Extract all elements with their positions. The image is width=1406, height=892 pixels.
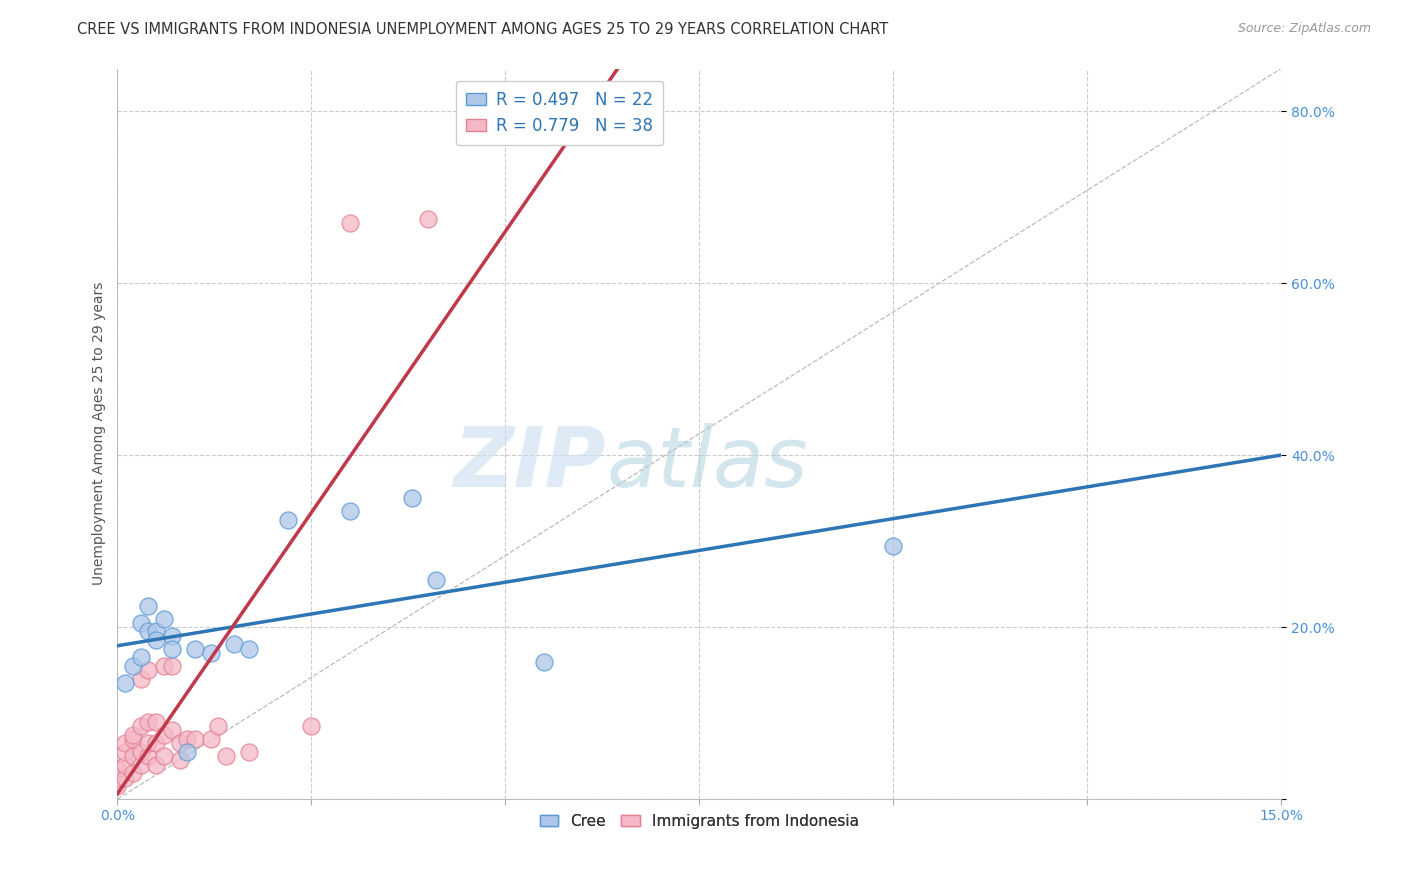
Point xyxy=(533,655,555,669)
Point xyxy=(138,624,160,639)
Point xyxy=(169,736,191,750)
Point xyxy=(114,745,136,759)
Point xyxy=(107,771,129,785)
Text: Source: ZipAtlas.com: Source: ZipAtlas.com xyxy=(1237,22,1371,36)
Point xyxy=(107,779,129,793)
Point xyxy=(114,736,136,750)
Point xyxy=(129,757,152,772)
Point xyxy=(425,573,447,587)
Point xyxy=(129,650,152,665)
Point xyxy=(122,766,145,780)
Text: ZIP: ZIP xyxy=(454,423,606,503)
Point xyxy=(160,658,183,673)
Point xyxy=(160,723,183,738)
Point xyxy=(153,611,176,625)
Point xyxy=(184,641,207,656)
Point xyxy=(122,731,145,746)
Point xyxy=(145,736,167,750)
Point xyxy=(122,658,145,673)
Point xyxy=(299,719,322,733)
Point xyxy=(339,504,361,518)
Point xyxy=(238,745,260,759)
Point xyxy=(145,757,167,772)
Point xyxy=(176,731,198,746)
Point xyxy=(114,757,136,772)
Point xyxy=(238,641,260,656)
Point xyxy=(200,646,222,660)
Point xyxy=(215,749,238,764)
Point xyxy=(129,719,152,733)
Point xyxy=(138,714,160,729)
Point xyxy=(153,749,176,764)
Point xyxy=(129,615,152,630)
Point xyxy=(114,676,136,690)
Point xyxy=(153,728,176,742)
Point xyxy=(145,624,167,639)
Point xyxy=(122,728,145,742)
Y-axis label: Unemployment Among Ages 25 to 29 years: Unemployment Among Ages 25 to 29 years xyxy=(93,282,107,585)
Text: atlas: atlas xyxy=(606,423,808,503)
Point xyxy=(145,714,167,729)
Point xyxy=(114,771,136,785)
Point xyxy=(138,663,160,677)
Point xyxy=(129,745,152,759)
Point xyxy=(138,749,160,764)
Text: CREE VS IMMIGRANTS FROM INDONESIA UNEMPLOYMENT AMONG AGES 25 TO 29 YEARS CORRELA: CREE VS IMMIGRANTS FROM INDONESIA UNEMPL… xyxy=(77,22,889,37)
Point xyxy=(200,731,222,746)
Point xyxy=(184,731,207,746)
Point xyxy=(401,491,423,506)
Point xyxy=(160,629,183,643)
Legend: Cree, Immigrants from Indonesia: Cree, Immigrants from Indonesia xyxy=(534,808,865,835)
Point xyxy=(882,539,904,553)
Point xyxy=(416,211,439,226)
Point xyxy=(339,216,361,230)
Point xyxy=(222,637,245,651)
Point xyxy=(160,641,183,656)
Point xyxy=(207,719,229,733)
Point xyxy=(122,749,145,764)
Point xyxy=(145,633,167,648)
Point xyxy=(169,753,191,767)
Point xyxy=(277,513,299,527)
Point xyxy=(176,745,198,759)
Point xyxy=(107,762,129,776)
Point xyxy=(129,672,152,686)
Point xyxy=(138,736,160,750)
Point xyxy=(153,658,176,673)
Point xyxy=(138,599,160,613)
